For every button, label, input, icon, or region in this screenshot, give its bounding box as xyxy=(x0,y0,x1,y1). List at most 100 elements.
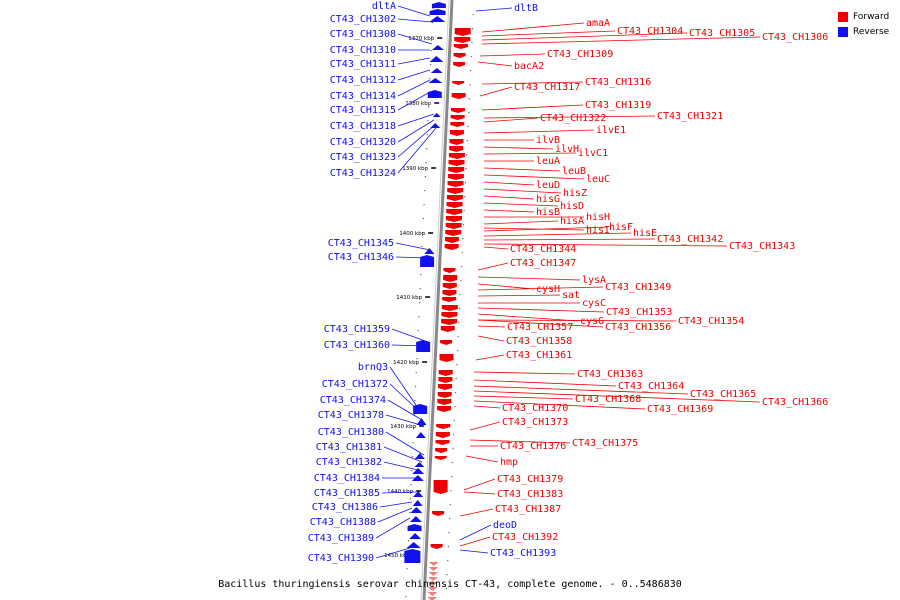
reverse-leader-line xyxy=(391,344,429,347)
reverse-gene-label: CT43_CH1310 xyxy=(330,45,396,56)
guide-dot xyxy=(422,232,424,234)
guide-dot xyxy=(451,476,453,478)
forward-gene-block xyxy=(439,354,454,362)
legend-reverse: Reverse xyxy=(838,24,889,39)
forward-gene-label: CT43_CH1322 xyxy=(540,113,606,124)
guide-dot xyxy=(405,582,408,584)
reverse-gene-block xyxy=(413,404,428,414)
forward-gene-block xyxy=(448,153,465,159)
forward-gene-label: CT43_CH1379 xyxy=(497,474,563,485)
reverse-leader-line xyxy=(375,547,411,559)
guide-dot xyxy=(429,78,431,80)
forward-gene-block xyxy=(454,37,471,43)
forward-leader-line xyxy=(481,22,585,33)
reverse-gene-label: brnQ3 xyxy=(358,362,388,373)
forward-gene-block xyxy=(445,230,462,236)
reverse-leader-line xyxy=(397,33,433,45)
forward-gene-label: lysA xyxy=(582,275,606,286)
forward-gene-block xyxy=(454,28,471,36)
guide-dot xyxy=(419,288,421,290)
forward-gene-label: CT43_CH1316 xyxy=(585,77,651,88)
forward-leader-line xyxy=(483,220,559,225)
reverse-leader-line xyxy=(383,446,423,463)
forward-leader-line xyxy=(469,439,571,444)
reverse-gene-block xyxy=(431,2,446,8)
forward-gene-label: CT43_CH1364 xyxy=(618,381,684,392)
forward-leader-line xyxy=(483,246,509,250)
forward-gene-block xyxy=(446,195,463,201)
forward-leader-line xyxy=(483,181,535,186)
reverse-gene-label: CT43_CH1374 xyxy=(320,395,386,406)
forward-leader-line xyxy=(473,379,617,387)
guide-dot xyxy=(426,134,428,136)
guide-dot xyxy=(430,64,432,66)
forward-gene-block xyxy=(453,62,466,67)
forward-gene-label: hisE xyxy=(633,228,657,239)
forward-gene-block xyxy=(428,577,439,581)
forward-gene-label: CT43_CH1305 xyxy=(689,28,755,39)
reverse-leader-line xyxy=(383,461,419,471)
guide-dot xyxy=(420,274,422,276)
forward-gene-label: CT43_CH1349 xyxy=(605,282,671,293)
forward-gene-label: sat xyxy=(562,290,580,301)
reverse-leader-line xyxy=(459,549,489,554)
reverse-leader-line xyxy=(459,524,492,541)
forward-leader-line xyxy=(483,129,595,134)
reverse-gene-block xyxy=(432,113,441,117)
guide-dot xyxy=(455,378,457,380)
forward-leader-line xyxy=(473,405,501,409)
forward-gene-block xyxy=(446,209,463,215)
reverse-gene-label: CT43_CH1324 xyxy=(330,168,396,179)
guide-dot xyxy=(460,280,462,282)
forward-leader-line xyxy=(483,209,535,213)
legend: Forward Reverse xyxy=(838,9,889,39)
forward-gene-block xyxy=(437,406,452,412)
guide-dot xyxy=(445,588,448,590)
forward-gene-block xyxy=(427,592,438,596)
forward-leader-line xyxy=(483,243,728,247)
forward-gene-block xyxy=(428,562,439,566)
guide-dot xyxy=(461,252,463,254)
reverse-gene-label: CT43_CH1320 xyxy=(330,137,396,148)
guide-dot xyxy=(446,574,448,576)
forward-gene-block xyxy=(451,93,466,99)
reverse-leader-line xyxy=(375,517,411,539)
guide-dot xyxy=(464,196,466,198)
forward-gene-block xyxy=(441,312,458,318)
forward-gene-block xyxy=(427,597,438,600)
guide-dot xyxy=(470,56,472,58)
forward-gene-label: CT43_CH1369 xyxy=(647,404,713,415)
forward-gene-label: CT43_CH1392 xyxy=(492,532,558,543)
guide-dot xyxy=(458,308,461,310)
forward-leader-line xyxy=(481,104,584,111)
reverse-leader-line xyxy=(397,69,431,81)
forward-leader-line xyxy=(473,400,646,410)
reverse-leader-line xyxy=(385,431,425,456)
reverse-gene-block xyxy=(424,248,435,254)
reverse-leader-line xyxy=(397,123,437,158)
reverse-leader-line xyxy=(397,18,433,23)
genome-caption: Bacillus thuringiensis serovar chinensis… xyxy=(218,579,682,590)
scale-tick-label: 1420 kbp xyxy=(393,360,419,366)
forward-gene-label: CT43_CH1344 xyxy=(510,244,576,255)
forward-gene-label: CT43_CH1358 xyxy=(506,336,572,347)
forward-leader-line xyxy=(473,371,576,375)
guide-dot xyxy=(453,420,455,422)
forward-gene-block xyxy=(436,424,451,429)
forward-gene-block xyxy=(449,130,464,136)
reverse-leader-line xyxy=(387,399,423,421)
forward-gene-block xyxy=(449,146,464,152)
forward-gene-block xyxy=(438,370,453,376)
forward-gene-block xyxy=(444,237,459,243)
forward-gene-block xyxy=(435,432,450,438)
guide-dot xyxy=(416,358,418,360)
guide-dot xyxy=(417,330,419,332)
guide-dot xyxy=(405,596,407,598)
reverse-leader-line xyxy=(397,127,437,174)
guide-dot xyxy=(413,414,415,416)
forward-gene-block xyxy=(434,456,447,460)
reverse-gene-block xyxy=(415,432,426,438)
forward-gene-block xyxy=(443,275,458,282)
reverse-leader-line xyxy=(379,501,413,508)
forward-gene-block xyxy=(446,202,463,208)
